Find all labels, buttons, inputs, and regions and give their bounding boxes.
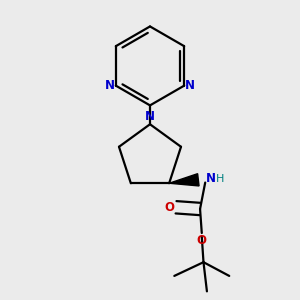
Text: N: N [105, 79, 115, 92]
Text: N: N [206, 172, 216, 185]
Text: O: O [197, 234, 207, 247]
Text: O: O [165, 201, 175, 214]
Polygon shape [169, 174, 199, 186]
Text: N: N [185, 79, 195, 92]
Text: H: H [215, 174, 224, 184]
Text: N: N [145, 110, 155, 123]
